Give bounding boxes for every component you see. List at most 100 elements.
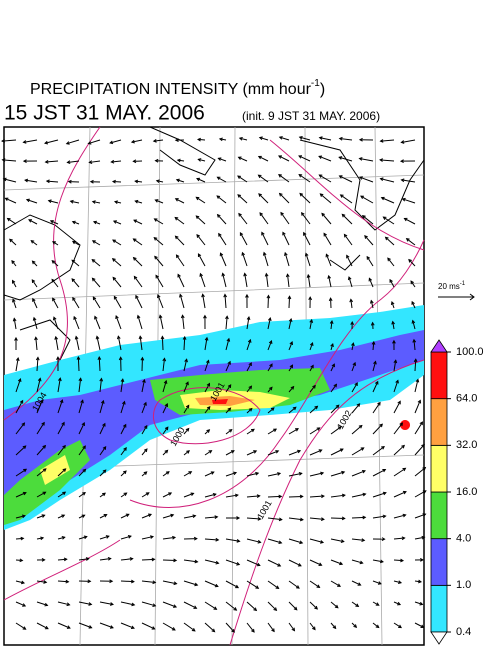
wind-arrow [44, 159, 59, 164]
wind-shaft [153, 139, 164, 142]
wind-shaft [175, 235, 185, 246]
wind-shaft [278, 174, 290, 183]
wind-shaft [36, 357, 39, 372]
wind-head [142, 378, 146, 383]
wind-head [34, 336, 38, 341]
wind-head [134, 199, 139, 204]
wind-shaft [351, 403, 360, 414]
wind-shaft [12, 299, 17, 309]
wind-head [238, 212, 242, 217]
wind-arrow [36, 399, 44, 414]
wind-head [395, 379, 399, 384]
wind-shaft [78, 492, 86, 498]
wind-head [194, 559, 199, 564]
wind-shaft [318, 155, 332, 162]
wind-head [190, 492, 195, 497]
wind-shaft [246, 362, 252, 372]
wind-head [379, 423, 383, 428]
wind-head [56, 356, 60, 360]
wind-head [9, 238, 13, 243]
wind-head [164, 403, 169, 407]
wind-arrow [162, 379, 168, 393]
wind-arrow [380, 196, 395, 204]
wind-shaft [279, 136, 290, 141]
wind-shaft [414, 421, 423, 435]
wind-head [227, 384, 232, 388]
wind-head [195, 196, 200, 201]
wind-head [293, 606, 298, 611]
wind-head [360, 195, 364, 200]
wind-shaft [267, 622, 275, 632]
wind-arrow [379, 139, 395, 143]
wind-shaft [183, 580, 198, 586]
wind-arrow [141, 622, 156, 630]
wind-shaft [92, 296, 101, 309]
wind-head [248, 385, 253, 390]
wind-arrow [120, 492, 128, 498]
wind-shaft [282, 232, 290, 246]
wind-arrow [204, 537, 220, 542]
wind-arrow [201, 293, 206, 309]
wind-arrow [195, 196, 206, 204]
colorbar-segment [430, 538, 448, 586]
wind-arrow [267, 363, 273, 372]
wind-head [65, 579, 70, 584]
wind-shaft [15, 515, 26, 519]
wind-arrow [36, 491, 47, 498]
wind-shaft [360, 195, 374, 204]
wind-shaft [298, 174, 311, 183]
wind-arrow [183, 492, 195, 498]
wind-head [62, 468, 67, 472]
wind-shaft [99, 378, 102, 393]
wind-arrow [351, 492, 367, 498]
wind-head [199, 272, 203, 277]
wind-arrow [183, 559, 199, 564]
wind-shaft [288, 559, 302, 567]
wind-arrow [288, 601, 298, 611]
wind-shaft [23, 139, 38, 143]
wind-head [43, 580, 48, 584]
wind-arrow [298, 135, 311, 141]
wind-shaft [204, 601, 217, 610]
wind-head [381, 445, 385, 450]
wind-arrow [30, 239, 38, 246]
wind-shaft [330, 404, 340, 414]
wind-arrow [410, 280, 416, 288]
wind-head [130, 625, 135, 630]
wind-shaft [309, 580, 320, 588]
wind-shaft [112, 277, 122, 288]
wind-shaft [46, 180, 59, 183]
wind-shaft [330, 426, 342, 435]
wind-head [154, 199, 159, 203]
wind-shaft [183, 622, 196, 632]
wind-shaft [348, 276, 353, 288]
wind-arrow [51, 278, 59, 288]
wind-head [143, 401, 147, 406]
wind-head [32, 297, 36, 302]
wind-arrow [309, 622, 316, 631]
wind-head [151, 626, 156, 630]
wind-arrow [351, 342, 355, 351]
wind-shaft [183, 515, 196, 519]
wind-arrow [216, 176, 227, 183]
wind-head [59, 399, 64, 404]
wind-shaft [309, 472, 324, 477]
wind-head [398, 624, 403, 629]
wind-head [379, 559, 384, 564]
wind-shaft [174, 217, 185, 225]
wind-shaft [162, 471, 170, 477]
wind-arrow [54, 335, 59, 351]
wind-head [12, 298, 16, 303]
wind-arrow [309, 318, 314, 330]
wind-arrow [112, 239, 122, 246]
wind-shaft [246, 495, 260, 498]
wind-arrow [71, 240, 80, 246]
wind-arrow [36, 580, 48, 584]
wind-head [339, 448, 344, 452]
wind-head [42, 444, 47, 449]
init-time: (init. 9 JST 31 MAY. 2006) [242, 109, 380, 123]
wind-arrow [57, 377, 62, 393]
wind-head [233, 471, 238, 476]
wind-arrow [15, 445, 27, 456]
